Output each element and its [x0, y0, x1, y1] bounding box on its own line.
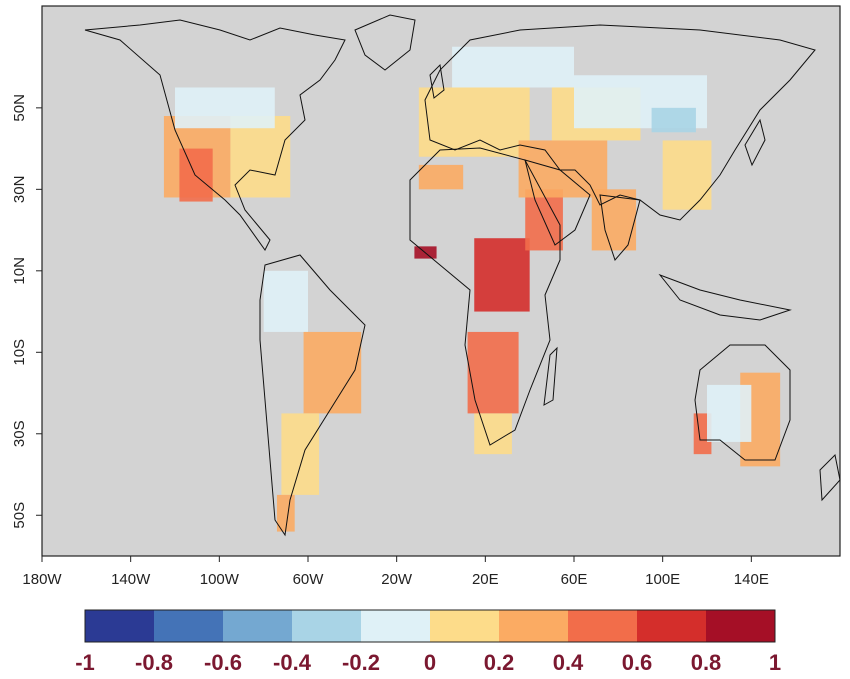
region-australia-interior — [707, 384, 752, 442]
x-tick-label: 140W — [111, 571, 151, 588]
coastline-greenland — [354, 14, 416, 71]
x-axis-labels: 180W 140W 100W 60W 20W 20E 60E 100E 140E — [22, 571, 768, 588]
colorbar-label: 0.4 — [553, 650, 584, 675]
coastlines-layer — [84, 14, 841, 537]
x-tick-label: 20W — [381, 571, 413, 588]
x-tick-label: 100W — [200, 571, 240, 588]
coastline-indonesia — [658, 273, 792, 321]
colorbar-segment — [223, 610, 292, 642]
colorbar-segment — [154, 610, 223, 642]
colorbar-label: 0 — [424, 650, 436, 675]
region-canada-south — [175, 87, 275, 129]
colorbar-segment — [706, 610, 775, 642]
colorbar-label: -1 — [75, 650, 95, 675]
colorbar-segment — [85, 610, 154, 642]
coastline-australia — [694, 344, 791, 461]
coastline-eurasia — [424, 24, 816, 221]
coastline-india — [599, 194, 641, 261]
y-tick-label: 50N — [11, 94, 28, 122]
colorbar-segment — [292, 610, 361, 642]
region-east-africa — [474, 238, 530, 312]
coastline-madagascar — [543, 346, 558, 406]
colorbar-label: 0.2 — [484, 650, 515, 675]
colorbar — [84, 609, 776, 643]
coastline-north-america — [84, 19, 346, 251]
colorbar-label: -0.6 — [204, 650, 242, 675]
x-tick-label: 180W — [22, 571, 62, 588]
region-mongolia — [651, 107, 696, 133]
region-north-south-america — [263, 270, 308, 332]
y-axis-ticks — [36, 107, 42, 516]
region-patagonia — [276, 494, 295, 532]
coastline-arabia — [524, 159, 591, 246]
coastline-africa — [409, 147, 561, 446]
region-brazil-east — [303, 331, 362, 414]
y-tick-label: 30S — [11, 420, 28, 447]
region-sw-usa-core — [179, 148, 213, 202]
colorbar-label: 1 — [769, 650, 781, 675]
colorbar-border — [84, 609, 776, 643]
colorbar-segment — [499, 610, 568, 642]
y-axis-labels: 50N 30N 10N 10S 30S 50S — [11, 94, 28, 529]
y-tick-label: 30N — [11, 176, 28, 204]
region-middle-east — [518, 140, 608, 198]
coastline-japan — [744, 118, 766, 167]
colorbar-label: -0.2 — [342, 650, 380, 675]
region-europe — [418, 87, 530, 157]
region-china-east — [662, 140, 712, 210]
colorbar-segment — [430, 610, 499, 642]
colorbar-segment — [361, 610, 430, 642]
colorbar-segment — [568, 610, 637, 642]
region-south-africa — [474, 413, 512, 455]
x-tick-label: 20E — [472, 571, 499, 588]
x-tick-label: 100E — [645, 571, 680, 588]
region-india — [591, 189, 637, 251]
colorbar-label: 0.6 — [622, 650, 653, 675]
x-tick-label: 60E — [561, 571, 588, 588]
x-tick-label: 140E — [734, 571, 769, 588]
x-axis-ticks — [41, 556, 752, 562]
y-tick-label: 10N — [11, 257, 28, 285]
coastline-new-zealand — [819, 453, 841, 502]
anomaly-regions-layer — [163, 46, 781, 532]
coastline-south-america — [259, 254, 366, 537]
colorbar-segment — [637, 610, 706, 642]
colorbar-label: 0.8 — [691, 650, 722, 675]
coastline-uk — [429, 63, 445, 99]
x-tick-label: 60W — [293, 571, 325, 588]
region-scandinavia-russia — [452, 46, 574, 88]
region-north-africa — [418, 164, 464, 190]
region-southern-africa — [467, 331, 519, 414]
y-tick-label: 10S — [11, 339, 28, 366]
colorbar-label: -0.4 — [273, 650, 312, 675]
region-argentina — [281, 413, 320, 495]
colorbar-label: -0.8 — [135, 650, 173, 675]
colorbar-labels: -1 -0.8 -0.6 -0.4 -0.2 0 0.2 0.4 0.6 0.8 1 — [75, 650, 781, 675]
y-tick-label: 50S — [11, 502, 28, 529]
